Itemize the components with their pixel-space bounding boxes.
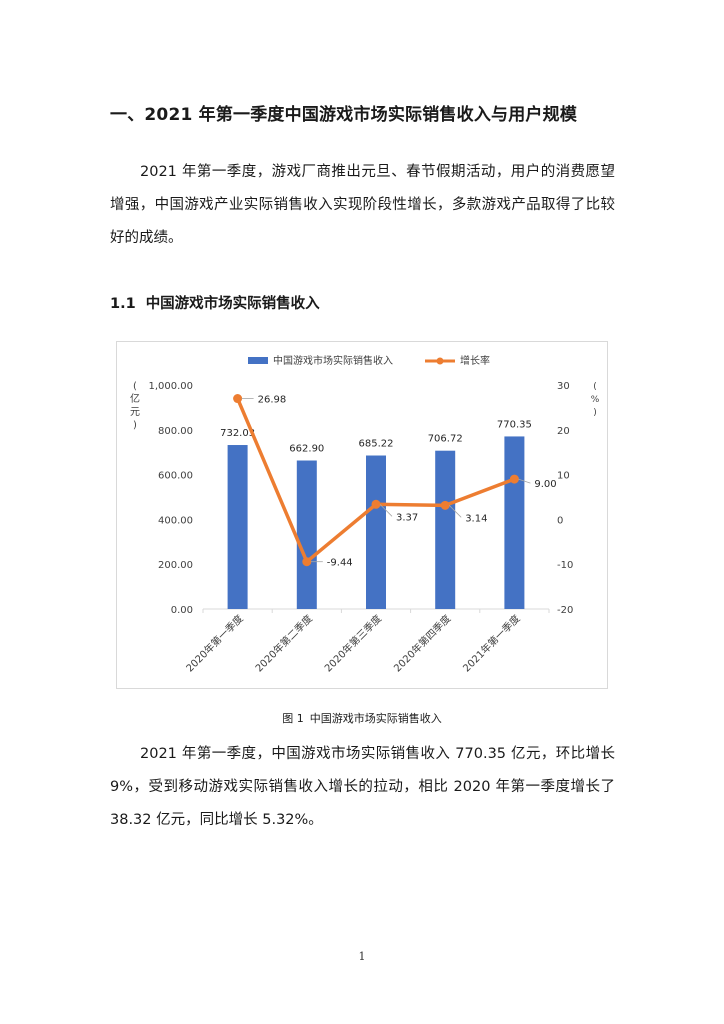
bar-revenue — [366, 455, 386, 609]
y-right-axis-title-char: ) — [593, 408, 597, 418]
bar-revenue — [504, 436, 525, 609]
y-left-axis-title-char: 亿 — [130, 392, 140, 405]
growth-point — [509, 474, 519, 484]
bar-data-label: 770.35 — [497, 419, 532, 430]
growth-label-leader — [379, 504, 393, 517]
growth-data-label: 3.14 — [465, 513, 487, 524]
figure-caption-number: 图 1 — [282, 712, 304, 725]
section-heading: 一、2021 年第一季度中国游戏市场实际销售收入与用户规模 — [110, 105, 578, 125]
growth-label-leader — [518, 478, 531, 484]
growth-data-label: 3.37 — [396, 512, 418, 523]
y-left-axis-title-char: ) — [133, 420, 137, 431]
growth-label-leader — [448, 505, 462, 518]
bar-revenue — [435, 450, 456, 609]
y-right-tick-label: 30 — [557, 381, 570, 392]
legend-label-revenue: 中国游戏市场实际销售收入 — [273, 354, 393, 367]
y-left-axis-title-char: 元 — [130, 407, 140, 418]
y-left-axis-title-char: ( — [133, 381, 137, 392]
growth-point — [233, 394, 243, 404]
y-left-tick-label: 600.00 — [158, 471, 193, 482]
y-left-tick-label: 1,000.00 — [148, 381, 193, 392]
bar-revenue — [227, 445, 248, 609]
y-left-tick-label: 200.00 — [158, 560, 193, 571]
bar-data-label: 732.03 — [220, 428, 255, 439]
y-right-axis-title-char: % — [591, 395, 600, 405]
legend-label-growth: 增长率 — [460, 354, 490, 367]
x-category-label: 2020年第一季度 — [183, 612, 246, 675]
subsection-number: 1.1 — [110, 296, 136, 312]
y-left-tick-label: 800.00 — [158, 426, 193, 437]
subsection-title: 中国游戏市场实际销售收入 — [145, 296, 320, 312]
revenue-chart-svg: 中国游戏市场实际销售收入 增长率(亿元)(%)0.00200.00400.0060… — [130, 354, 600, 675]
page-number: 1 — [358, 950, 366, 963]
y-right-tick-label: 0 — [557, 515, 563, 526]
y-right-tick-label: -20 — [557, 605, 573, 616]
bar-data-label: 662.90 — [289, 444, 324, 455]
legend-marker-growth — [436, 357, 444, 365]
y-right-tick-label: 20 — [557, 426, 570, 437]
growth-point — [440, 500, 450, 510]
intro-paragraph: 2021 年第一季度，游戏厂商推出元旦、春节假期活动，用户的消费愿望增强，中国游… — [110, 164, 615, 246]
revenue-chart: 中国游戏市场实际销售收入 增长率(亿元)(%) 0.00 200.00 400.00 60… — [116, 341, 608, 689]
y-right-tick-label: 10 — [557, 471, 570, 482]
bar-revenue — [296, 460, 317, 609]
y-left-tick-label: 400.00 — [158, 515, 193, 526]
bar-data-label: 706.72 — [428, 434, 463, 445]
growth-data-label: -9.44 — [327, 558, 353, 569]
subsection-heading: 1.1 中国游戏市场实际销售收入 — [110, 292, 320, 313]
x-category-label: 2020年第四季度 — [391, 612, 454, 675]
x-category-label: 2021年第一季度 — [460, 612, 523, 675]
growth-data-label: 9.00 — [534, 479, 556, 490]
y-right-axis-title-char: ( — [593, 382, 597, 392]
figure-caption-text: 中国游戏市场实际销售收入 — [309, 712, 442, 725]
bar-data-label: 685.22 — [359, 439, 394, 450]
summary-paragraph: 2021 年第一季度，中国游戏市场实际销售收入 770.35 亿元，环比增长 9… — [110, 746, 615, 828]
x-category-label: 2020年第二季度 — [252, 612, 315, 675]
growth-point — [371, 499, 381, 509]
legend-swatch-revenue — [248, 357, 268, 364]
growth-data-label: 26.98 — [258, 395, 287, 406]
x-category-label: 2020年第三季度 — [322, 612, 385, 675]
y-left-tick-label: 0.00 — [171, 605, 193, 616]
growth-point — [302, 557, 312, 567]
y-right-tick-label: -10 — [557, 560, 573, 571]
figure-caption: 图 1 中国游戏市场实际销售收入 — [0, 710, 724, 726]
